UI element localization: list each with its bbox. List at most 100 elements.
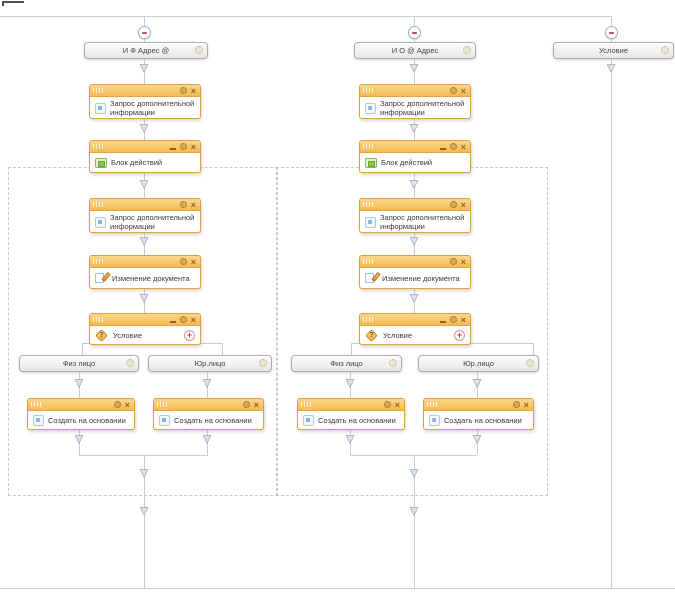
- close-icon[interactable]: ×: [460, 314, 466, 325]
- gear-icon[interactable]: [449, 87, 457, 94]
- drag-grip-icon[interactable]: [363, 88, 374, 93]
- gear-icon[interactable]: [449, 316, 457, 323]
- close-icon[interactable]: ×: [523, 399, 529, 410]
- gear-icon[interactable]: [661, 46, 669, 54]
- gear-icon[interactable]: [259, 359, 267, 367]
- block-edit-document[interactable]: × Изменение документа: [89, 255, 201, 289]
- gear-icon[interactable]: [179, 316, 187, 323]
- drag-grip-icon[interactable]: [301, 402, 312, 407]
- close-icon[interactable]: ×: [460, 85, 466, 96]
- branch-pill-individual[interactable]: Физ лицо: [291, 355, 402, 372]
- drag-grip-icon[interactable]: [363, 144, 374, 149]
- collapse-branch-button[interactable]: [138, 26, 151, 39]
- block-action-group[interactable]: × Блок действий: [89, 140, 201, 173]
- drag-grip-icon[interactable]: [93, 202, 104, 207]
- gear-icon[interactable]: [526, 359, 534, 367]
- drag-grip-icon[interactable]: [93, 144, 104, 149]
- block-header[interactable]: ×: [90, 314, 200, 326]
- close-icon[interactable]: ×: [460, 141, 466, 152]
- drag-grip-icon[interactable]: [93, 88, 104, 93]
- block-header[interactable]: ×: [28, 399, 134, 411]
- block-label: Запрос дополнительной информации: [380, 213, 465, 231]
- block-request-info[interactable]: × Запрос дополнительной информации: [89, 198, 201, 233]
- block-header[interactable]: ×: [90, 85, 200, 97]
- close-icon[interactable]: ×: [190, 256, 196, 267]
- block-header[interactable]: ×: [360, 85, 470, 97]
- block-edit-document[interactable]: × Изменение документа: [359, 255, 471, 289]
- drag-grip-icon[interactable]: [427, 402, 438, 407]
- close-icon[interactable]: ×: [394, 399, 400, 410]
- block-create-based-on[interactable]: × Создать на основании: [297, 398, 405, 430]
- close-icon[interactable]: ×: [460, 199, 466, 210]
- event-pill[interactable]: И О @ Адрес: [354, 42, 476, 59]
- close-icon[interactable]: ×: [190, 199, 196, 210]
- block-request-info[interactable]: × Запрос дополнительной информации: [89, 84, 201, 119]
- close-icon[interactable]: ×: [253, 399, 259, 410]
- gear-icon[interactable]: [389, 359, 397, 367]
- gear-icon[interactable]: [242, 401, 250, 408]
- gear-icon[interactable]: [195, 46, 203, 54]
- block-create-based-on[interactable]: × Создать на основании: [423, 398, 534, 430]
- drag-grip-icon[interactable]: [93, 259, 104, 264]
- block-header[interactable]: ×: [154, 399, 263, 411]
- block-header[interactable]: ×: [360, 199, 470, 211]
- gear-icon[interactable]: [449, 258, 457, 265]
- block-action-group[interactable]: × Блок действий: [359, 140, 471, 173]
- close-icon[interactable]: ×: [190, 85, 196, 96]
- arrow-down-icon: ▼: [343, 431, 357, 446]
- gear-icon[interactable]: [179, 87, 187, 94]
- block-request-info[interactable]: × Запрос дополнительной информации: [359, 84, 471, 119]
- add-branch-button[interactable]: +: [454, 329, 465, 341]
- block-header[interactable]: ×: [360, 256, 470, 268]
- close-icon[interactable]: ×: [190, 141, 196, 152]
- gear-icon[interactable]: [113, 401, 121, 408]
- collapse-branch-button[interactable]: [605, 26, 618, 39]
- arrow-down-icon: ▼: [200, 431, 214, 446]
- drag-grip-icon[interactable]: [93, 317, 104, 322]
- drag-grip-icon[interactable]: [363, 202, 374, 207]
- minimize-icon[interactable]: [169, 147, 176, 150]
- block-header[interactable]: ×: [90, 256, 200, 268]
- block-request-info[interactable]: × Запрос дополнительной информации: [359, 198, 471, 233]
- collapse-branch-button[interactable]: [408, 26, 421, 39]
- block-header[interactable]: ×: [298, 399, 404, 411]
- block-create-based-on[interactable]: × Создать на основании: [27, 398, 135, 430]
- gear-icon[interactable]: [463, 46, 471, 54]
- close-icon[interactable]: ×: [190, 314, 196, 325]
- gear-icon[interactable]: [126, 359, 134, 367]
- add-branch-button[interactable]: +: [184, 329, 195, 341]
- branch-pill-legal[interactable]: Юр.лицо: [148, 355, 272, 372]
- gear-icon[interactable]: [179, 143, 187, 150]
- gear-icon[interactable]: [383, 401, 391, 408]
- block-condition[interactable]: × ? Условие +: [89, 313, 201, 345]
- block-condition[interactable]: × ? Условие +: [359, 313, 471, 345]
- arrow-down-icon: ▼: [407, 503, 421, 518]
- connector-line: [611, 16, 612, 588]
- gear-icon[interactable]: [512, 401, 520, 408]
- block-create-based-on[interactable]: × Создать на основании: [153, 398, 264, 430]
- drag-grip-icon[interactable]: [363, 317, 374, 322]
- block-header[interactable]: ×: [360, 141, 470, 153]
- branch-pill-legal[interactable]: Юр.лицо: [418, 355, 539, 372]
- event-pill[interactable]: И Ф Адрес @: [84, 42, 208, 59]
- minimize-icon[interactable]: [439, 147, 446, 150]
- drag-grip-icon[interactable]: [157, 402, 168, 407]
- block-header[interactable]: ×: [90, 141, 200, 153]
- block-label: Запрос дополнительной информации: [110, 213, 195, 231]
- gear-icon[interactable]: [179, 258, 187, 265]
- gear-icon[interactable]: [449, 201, 457, 208]
- block-header[interactable]: ×: [424, 399, 533, 411]
- drag-grip-icon[interactable]: [363, 259, 374, 264]
- gear-icon[interactable]: [449, 143, 457, 150]
- close-icon[interactable]: ×: [460, 256, 466, 267]
- gear-icon[interactable]: [179, 201, 187, 208]
- block-header[interactable]: ×: [90, 199, 200, 211]
- minimize-icon[interactable]: [439, 320, 446, 323]
- block-header[interactable]: ×: [360, 314, 470, 326]
- form-icon: [365, 102, 376, 114]
- minimize-icon[interactable]: [169, 320, 176, 323]
- drag-grip-icon[interactable]: [31, 402, 42, 407]
- branch-pill-individual[interactable]: Физ лицо: [19, 355, 139, 372]
- close-icon[interactable]: ×: [124, 399, 130, 410]
- event-pill[interactable]: Условие: [553, 42, 674, 59]
